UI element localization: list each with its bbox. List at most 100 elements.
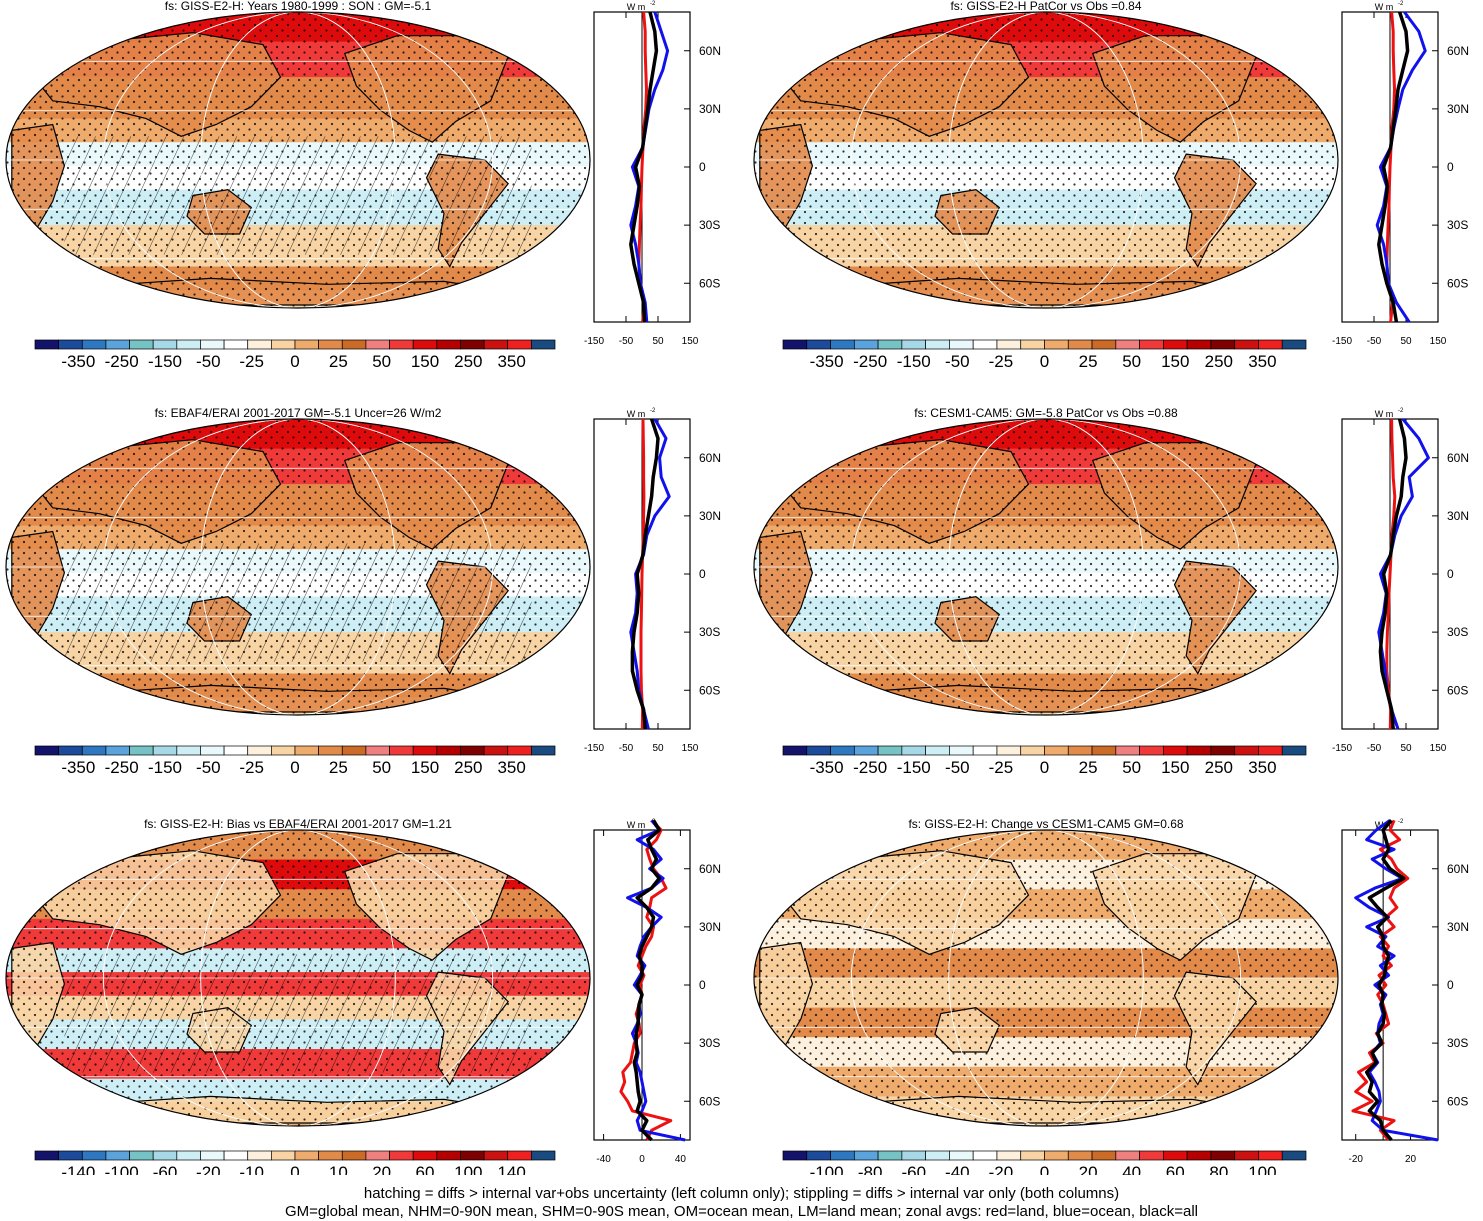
labelbar-tick-label: -250 (105, 352, 139, 371)
labelbar-swatch (294, 745, 319, 756)
labelbar-tick-label: 50 (1122, 758, 1141, 777)
panel-1: fs: GISS-E2-H: Years 1980-1999 : SON : G… (5, 0, 721, 371)
labelbar-tick-label: -80 (858, 1163, 883, 1175)
labelbar-swatch (1234, 339, 1259, 350)
labelbar-tick-label: 60 (416, 1163, 435, 1175)
x-tick-label: -20 (1348, 1154, 1363, 1165)
graticule-lon (200, 830, 396, 1126)
labelbar-tick-label: 350 (497, 352, 525, 371)
labelbar-swatch (483, 339, 509, 350)
labelbar-swatch (200, 745, 225, 756)
labelbar-swatch (176, 339, 201, 350)
labelbar-swatch (1067, 745, 1093, 756)
footer-hatching-note: hatching = diffs > internal var+obs unce… (363, 1185, 1120, 1202)
panel-title: fs: EBAF4/ERAI 2001-2017 GM=-5.1 Uncer=2… (155, 406, 442, 420)
labelbar-swatch (389, 339, 414, 350)
zonal-units-exponent: -2 (1398, 408, 1404, 414)
labelbar-swatch (483, 745, 509, 756)
lat-label: 30S (699, 1036, 720, 1050)
panel-title: fs: GISS-E2-H: Bias vs EBAF4/ERAI 2001-2… (144, 817, 452, 831)
labelbar-tick-label: 250 (1205, 758, 1233, 777)
continent-greenland (507, 26, 551, 55)
labelbar-tick-label: 100 (1248, 1163, 1276, 1175)
continent-greenland (1255, 26, 1299, 55)
lat-label: 60N (699, 44, 721, 58)
lat-label: 30N (1447, 509, 1469, 523)
labelbar-tick-label: -50 (945, 352, 970, 371)
labelbar-swatch (436, 1150, 461, 1161)
labelbar-swatch (58, 339, 83, 350)
labelbar-swatch (412, 339, 438, 350)
labelbar-tick-label: -20 (196, 1163, 221, 1175)
map-outline (753, 829, 1339, 1127)
labelbar-swatch (412, 1150, 438, 1161)
labelbar-swatch (1186, 1150, 1212, 1161)
labelbar-swatch (34, 1150, 59, 1161)
labelbar-swatch (507, 1150, 532, 1161)
labelbar-tick-label: -100 (105, 1163, 139, 1175)
labelbar-swatch (1020, 745, 1045, 756)
zonal-line-ocean (626, 819, 686, 1142)
zonal-line-all (1378, 418, 1408, 730)
lat-label: 30N (1447, 102, 1469, 116)
labelbar-swatch (1044, 339, 1069, 350)
labelbar-swatch (1258, 339, 1283, 350)
labelbar-tick-label: 0 (1040, 352, 1049, 371)
zonal-line-all (630, 418, 660, 730)
map-field (754, 12, 1338, 308)
x-tick-label: -50 (1367, 336, 1382, 347)
continent-greenland (1255, 844, 1299, 873)
labelbar-swatch (1139, 1150, 1164, 1161)
graticule-lon (948, 12, 1144, 308)
labelbar-swatch (830, 745, 855, 756)
labelbar-swatch (830, 1150, 855, 1161)
labelbar-swatch (949, 339, 974, 350)
labelbar-swatch (925, 745, 950, 756)
labelbar-swatch (782, 339, 808, 350)
labelbar-swatch (1139, 745, 1164, 756)
labelbar-tick-label: 60 (1166, 1163, 1185, 1175)
labelbar-swatch (806, 745, 831, 756)
labelbar-swatch (1186, 745, 1212, 756)
labelbar-swatch (247, 339, 272, 350)
labelbar-swatch (34, 339, 59, 350)
labelbar-swatch (853, 339, 879, 350)
labelbar-tick-label: 25 (329, 758, 348, 777)
lat-label: 60N (699, 862, 721, 876)
labelbar-swatch (105, 339, 130, 350)
x-tick-label: 50 (652, 336, 664, 347)
labelbar-swatch (81, 1150, 107, 1161)
x-tick-label: 150 (682, 336, 699, 347)
graticule-lon (850, 419, 1242, 715)
labelbar-swatch (853, 1150, 879, 1161)
labelbar-swatch (412, 745, 438, 756)
lat-label: 60S (1447, 276, 1468, 290)
labelbar-tick-label: 25 (1079, 758, 1098, 777)
labelbar-swatch (129, 339, 154, 350)
x-tick-label: -50 (619, 336, 634, 347)
labelbar-swatch (1210, 1150, 1236, 1161)
labelbar-tick-label: 20 (372, 1163, 391, 1175)
graticule-lon (200, 12, 396, 308)
labelbar-tick-label: -350 (61, 758, 95, 777)
panel-6: fs: GISS-E2-H: Change vs CESM1-CAM5 GM=0… (753, 817, 1469, 1175)
labelbar-tick-label: -140 (61, 1163, 95, 1175)
labelbar-tick-label: 50 (372, 352, 391, 371)
labelbar-swatch (460, 339, 485, 350)
lat-label: 30S (1447, 625, 1468, 639)
labelbar-swatch (877, 745, 903, 756)
labelbar-swatch (972, 339, 998, 350)
labelbar-swatch (1281, 1150, 1307, 1161)
labelbar-swatch (223, 745, 249, 756)
labelbar-tick-label: 50 (372, 758, 391, 777)
labelbar: -350 -250 -150 -50 -25 0 25 50 150 250 350 (782, 745, 1307, 777)
continent-greenland (507, 844, 551, 873)
x-tick-label: 40 (675, 1154, 687, 1165)
lat-label: 0 (1447, 567, 1454, 581)
lat-label: 60S (1447, 683, 1468, 697)
labelbar-swatch (531, 1150, 556, 1161)
zonal-line-land (619, 819, 673, 1141)
zonal-units-label: W m (1375, 2, 1394, 12)
x-tick-label: -50 (1367, 743, 1382, 754)
